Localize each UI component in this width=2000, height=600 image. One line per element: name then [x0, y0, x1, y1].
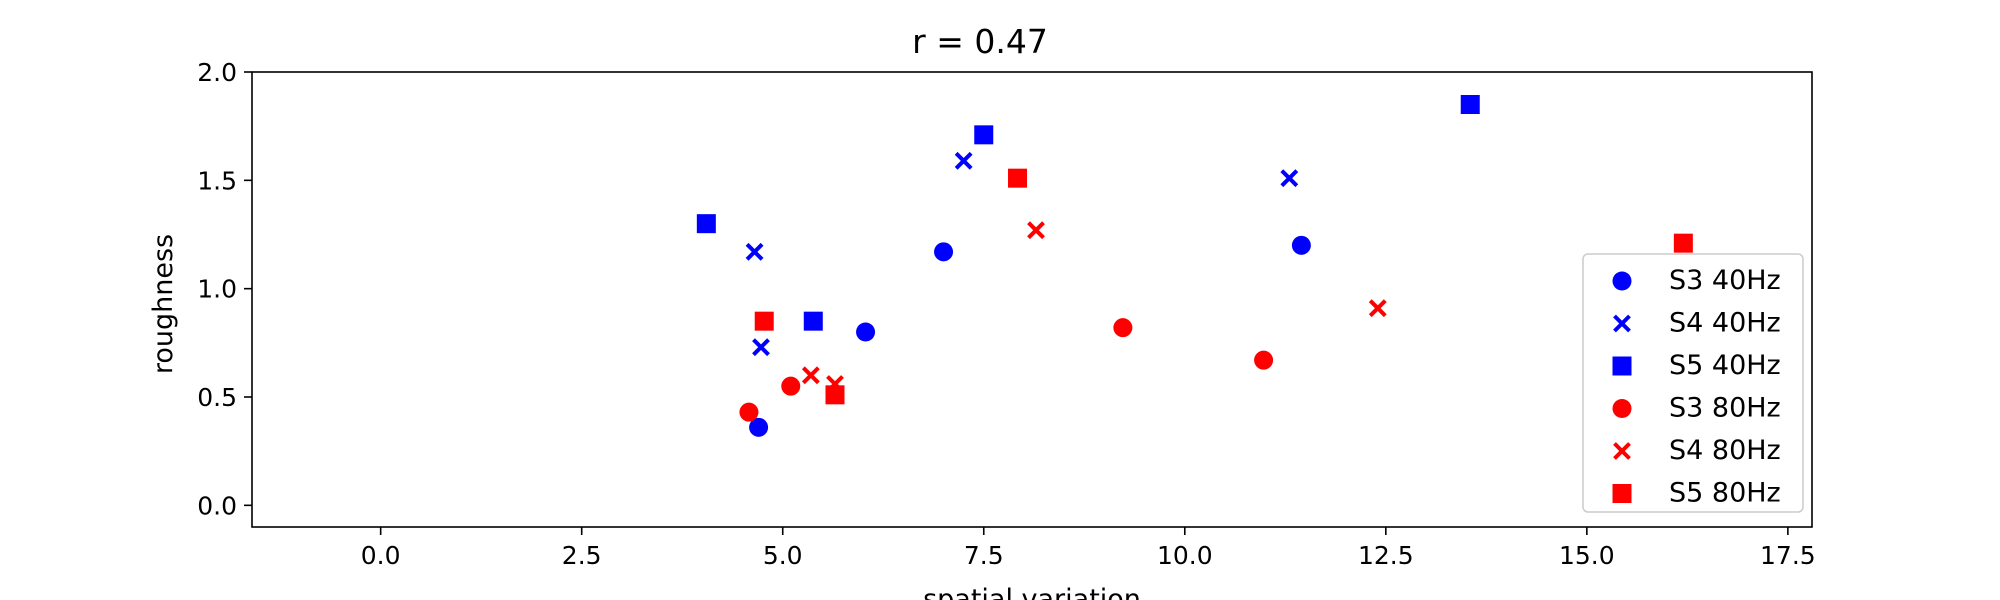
data-point: [1368, 299, 1387, 318]
legend-label: S4 40Hz: [1669, 308, 1781, 339]
x-tick-label: 5.0: [763, 541, 803, 570]
legend: S3 40Hz S4 40Hz S5 40Hz S3 80Hz S4 80Hz S5 80…: [1582, 253, 1804, 513]
x-tick-label: 15.0: [1559, 541, 1615, 570]
x-tick-label: 7.5: [964, 541, 1004, 570]
legend-marker: [1612, 399, 1632, 418]
legend-marker: [1613, 442, 1631, 460]
data-point: [749, 417, 769, 437]
y-tick-label: 2.0: [197, 58, 237, 87]
data-point: [1008, 168, 1028, 188]
data-point: [1460, 95, 1480, 114]
data-point: [1027, 221, 1045, 240]
y-tick-label: 1.5: [197, 166, 237, 195]
data-point: [974, 125, 994, 145]
series-s5-80hz: [754, 168, 1693, 405]
legend-item: S4 80Hz: [1613, 435, 1781, 466]
y-tick-label: 0.0: [197, 491, 237, 520]
series-s5-40hz: [696, 95, 1480, 331]
legend-marker: [1612, 271, 1632, 291]
legend-label: S5 40Hz: [1669, 350, 1781, 381]
legend-frame: [1582, 253, 1804, 513]
legend-label: S4 80Hz: [1669, 435, 1781, 466]
plot-area: [696, 95, 1693, 437]
legend-item: S3 80Hz: [1612, 393, 1781, 424]
x-axis: 0.0 2.5 5.0 7.5 10.0 12.5 15.0 17.5: [361, 527, 1816, 570]
legend-item: S5 80Hz: [1612, 478, 1781, 509]
x-tick-label: 12.5: [1358, 541, 1414, 570]
y-axis: 0.0 0.5 1.0 1.5 2.0: [197, 58, 252, 520]
data-point: [1280, 169, 1299, 188]
x-tick-label: 10.0: [1157, 541, 1213, 570]
data-point: [781, 376, 801, 396]
data-point: [803, 311, 823, 331]
legend-item: S5 40Hz: [1612, 350, 1781, 381]
legend-label: S3 80Hz: [1669, 393, 1781, 424]
series-s3-40hz: [749, 235, 1311, 437]
legend-item: S3 40Hz: [1612, 265, 1781, 296]
legend-marker: [1612, 356, 1632, 376]
x-tick-label: 2.5: [562, 541, 602, 570]
legend-item: S4 40Hz: [1613, 308, 1781, 339]
data-point: [825, 385, 845, 405]
data-point: [754, 311, 774, 331]
x-axis-label: spatial variation: [923, 584, 1141, 600]
data-point: [696, 214, 716, 234]
data-point: [934, 242, 954, 262]
data-point: [1113, 318, 1133, 338]
y-axis-label: roughness: [148, 234, 179, 374]
data-point: [1291, 235, 1311, 255]
plot-frame: [251, 71, 1813, 528]
y-tick-label: 0.5: [197, 383, 237, 412]
data-point: [1673, 233, 1693, 253]
y-tick-label: 1.0: [197, 275, 237, 304]
legend-label: S5 80Hz: [1669, 478, 1781, 509]
data-point: [856, 322, 876, 342]
data-point: [801, 366, 820, 385]
legend-marker: [1612, 484, 1632, 503]
data-point: [739, 402, 759, 422]
series-s4-40hz: [745, 151, 1299, 357]
x-tick-label: 17.5: [1760, 541, 1816, 570]
legend-label: S3 40Hz: [1669, 265, 1781, 296]
data-point: [1254, 350, 1274, 370]
x-tick-label: 0.0: [361, 541, 401, 570]
data-point: [752, 338, 770, 357]
legend-marker: [1613, 314, 1631, 333]
data-point: [954, 151, 973, 170]
series-s3-80hz: [739, 318, 1274, 422]
chart-title: r = 0.47: [912, 22, 1048, 61]
data-point: [745, 242, 764, 261]
